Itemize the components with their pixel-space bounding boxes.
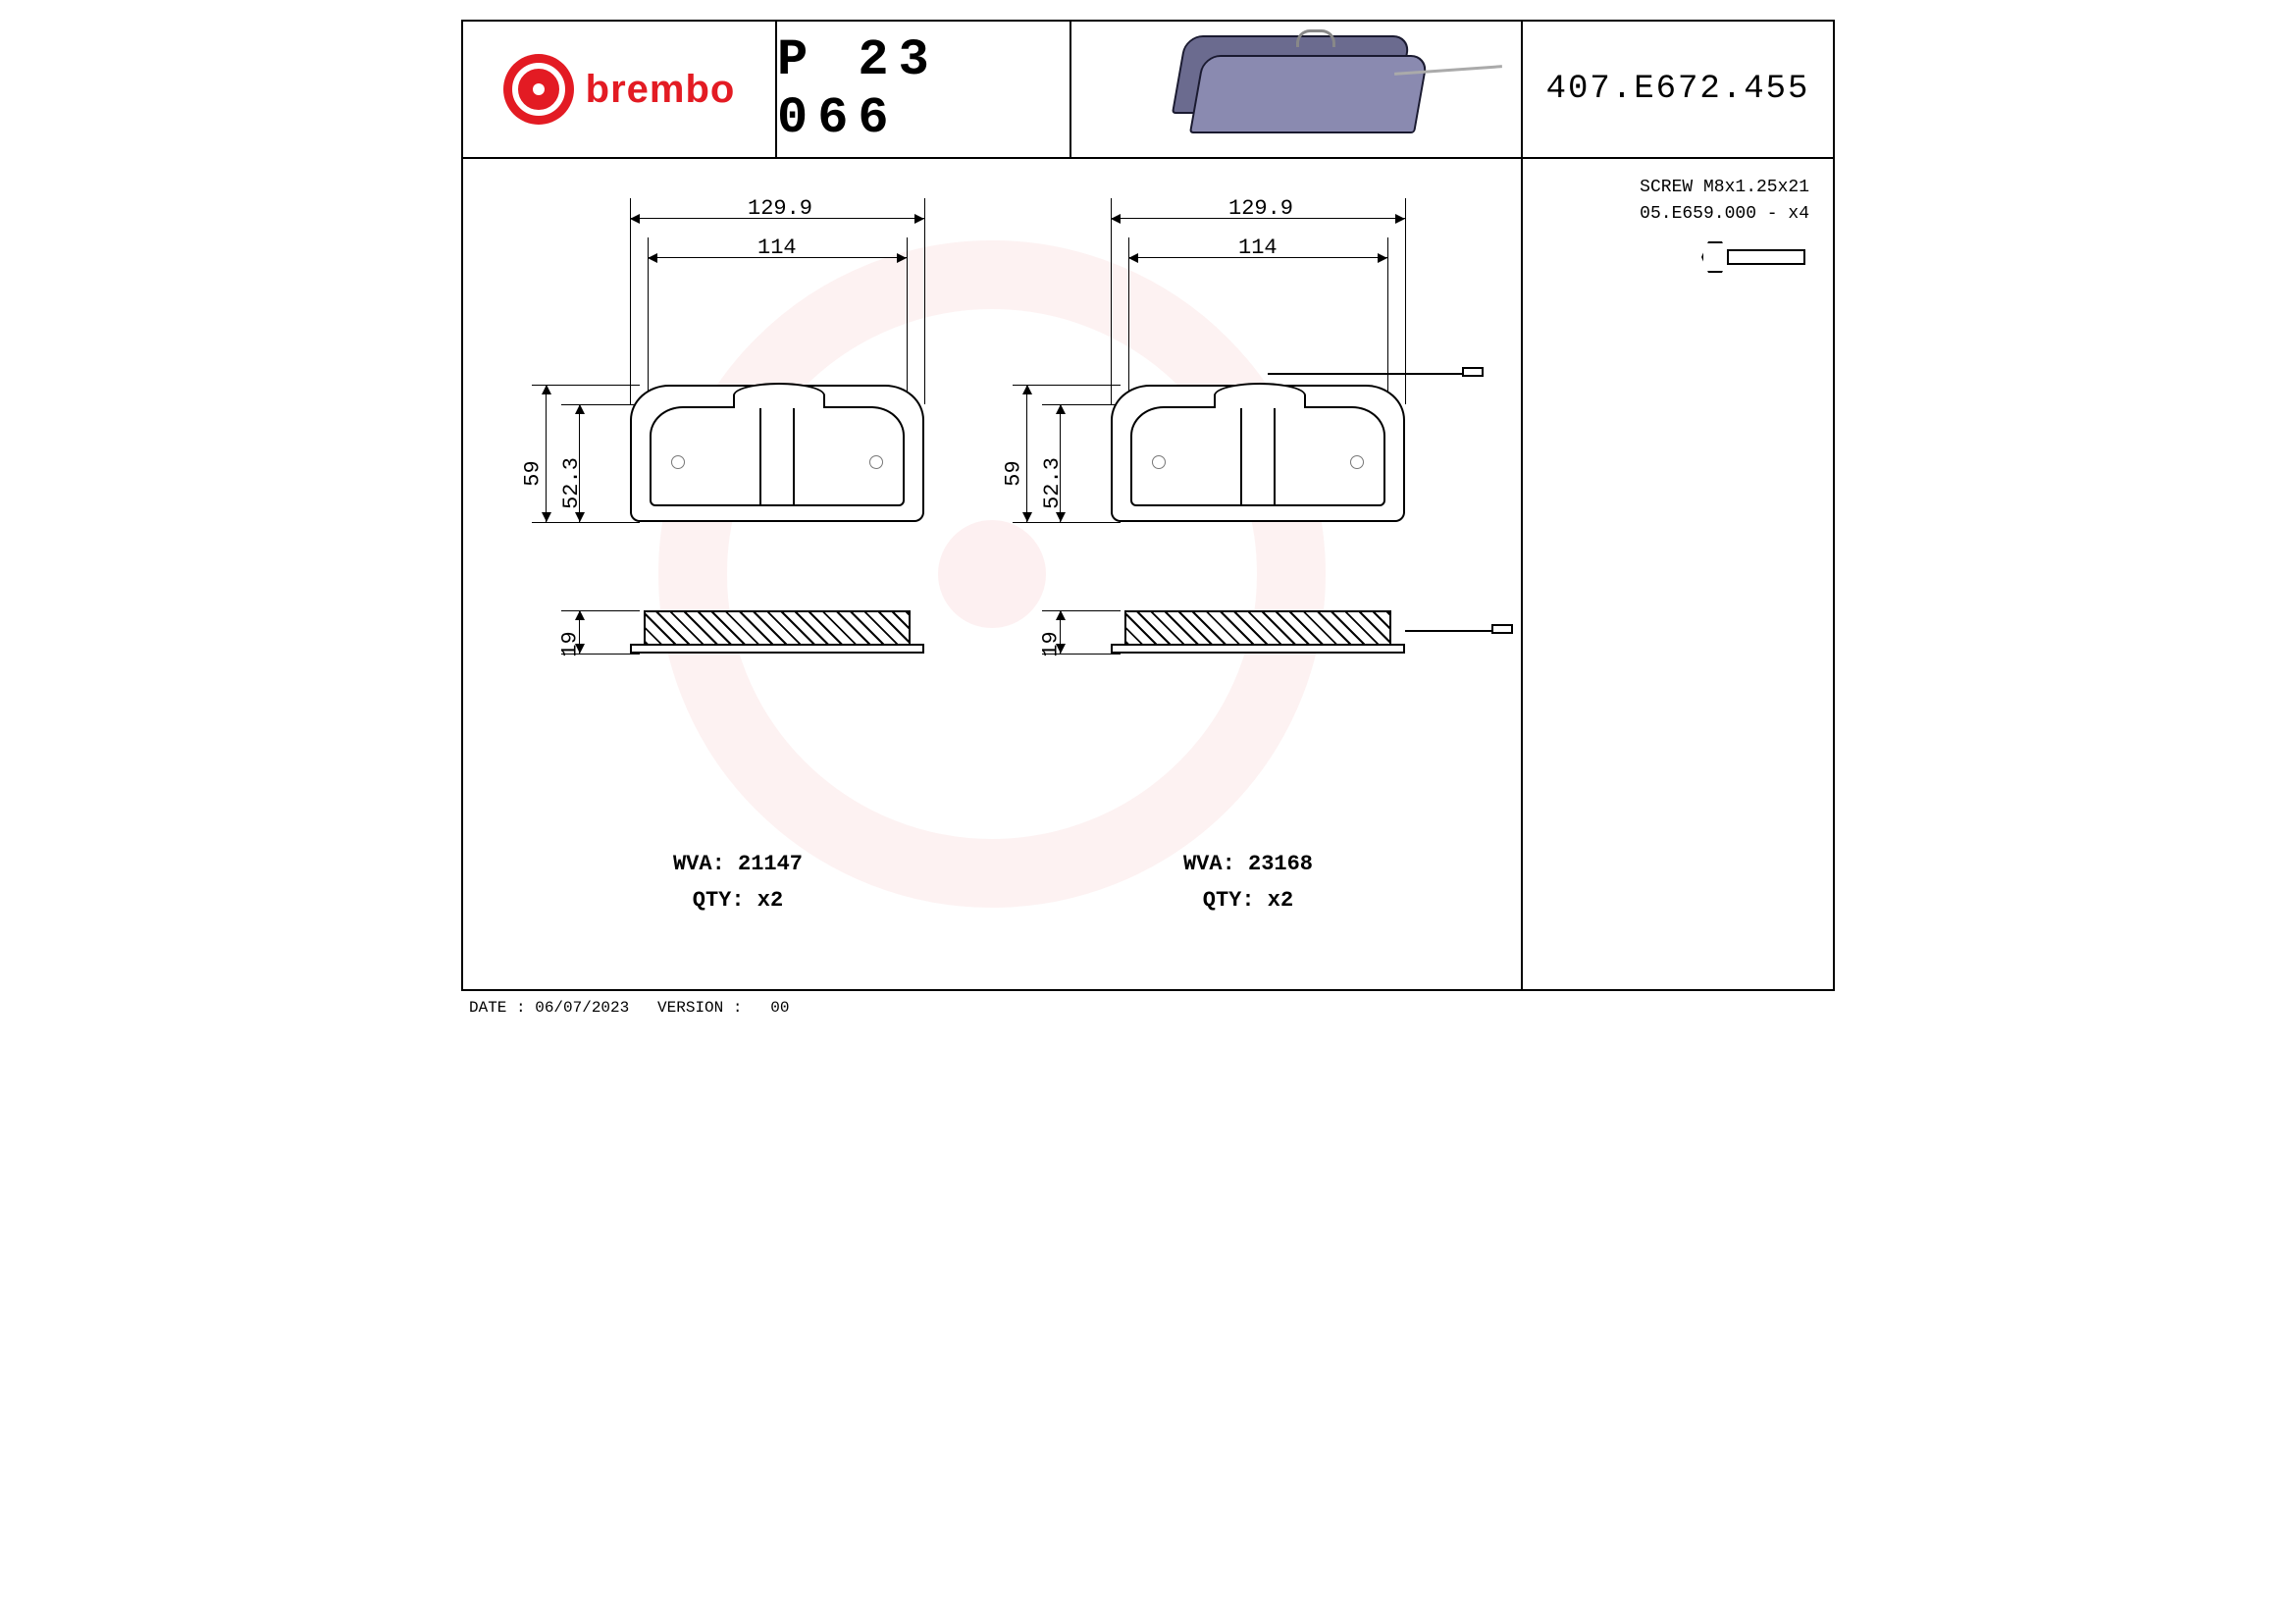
wva-value: 23168 [1248, 852, 1313, 876]
dim-height-friction: 52.3 [559, 457, 584, 509]
wva-label: WVA: [673, 852, 725, 876]
pad-front-view [630, 385, 924, 522]
drawing-area: 129.9 114 59 52.3 [463, 159, 1523, 989]
pad-right-group: 129.9 114 59 52.3 [1013, 198, 1484, 826]
meta-left: WVA: 21147 QTY: x2 [502, 846, 973, 919]
pad-side-view [630, 610, 924, 654]
dim-height-friction: 52.3 [1040, 457, 1065, 509]
footer: DATE : 06/07/2023 VERSION : 00 [469, 999, 789, 1017]
screw-icon [1701, 237, 1809, 277]
dim-width-inner: 114 [1238, 236, 1278, 260]
header-row: brembo P 23 066 407.E672.455 [463, 22, 1833, 159]
isometric-cell [1071, 22, 1523, 157]
sensor-wire-icon [1268, 373, 1464, 375]
dim-width-inner: 114 [757, 236, 797, 260]
wva-value: 21147 [738, 852, 803, 876]
screw-code: 05.E659.000 - x4 [1546, 201, 1809, 228]
body-row: 129.9 114 59 52.3 [463, 159, 1833, 989]
drawing-sheet: brembo P 23 066 407.E672.455 [461, 20, 1835, 991]
reference-number: 407.E672.455 [1546, 71, 1810, 108]
reference-cell: 407.E672.455 [1523, 22, 1833, 157]
meta-right: WVA: 23168 QTY: x2 [1013, 846, 1484, 919]
footer-version-label: VERSION : [657, 999, 742, 1017]
sensor-plug-side-icon [1491, 624, 1513, 634]
pad-left-group: 129.9 114 59 52.3 [502, 198, 973, 826]
sensor-wire-side-icon [1405, 630, 1493, 632]
side-panel: SCREW M8x1.25x21 05.E659.000 - x4 [1523, 159, 1833, 989]
brembo-logo-icon [503, 54, 574, 125]
dim-height-overall: 59 [1002, 460, 1026, 486]
wva-label: WVA: [1183, 852, 1235, 876]
part-number-cell: P 23 066 [777, 22, 1071, 157]
dim-thickness: 19 [558, 631, 583, 656]
pad-side-view [1111, 610, 1405, 654]
qty-value: x2 [757, 888, 783, 913]
part-number: P 23 066 [777, 31, 1070, 147]
logo-cell: brembo [463, 22, 777, 157]
footer-date-label: DATE : [469, 999, 526, 1017]
dim-width-overall: 129.9 [1228, 196, 1293, 221]
screw-spec: SCREW M8x1.25x21 [1546, 175, 1809, 201]
dim-height-overall: 59 [521, 460, 546, 486]
brake-pad-iso-icon [1149, 35, 1443, 143]
dim-width-overall: 129.9 [748, 196, 812, 221]
dim-thickness: 19 [1039, 631, 1064, 656]
brand-name: brembo [586, 68, 736, 112]
sensor-plug-icon [1462, 367, 1484, 377]
qty-label: QTY: [693, 888, 745, 913]
qty-label: QTY: [1203, 888, 1255, 913]
footer-date: 06/07/2023 [535, 999, 629, 1017]
pad-front-view [1111, 385, 1405, 522]
qty-value: x2 [1268, 888, 1293, 913]
footer-version: 00 [770, 999, 789, 1017]
